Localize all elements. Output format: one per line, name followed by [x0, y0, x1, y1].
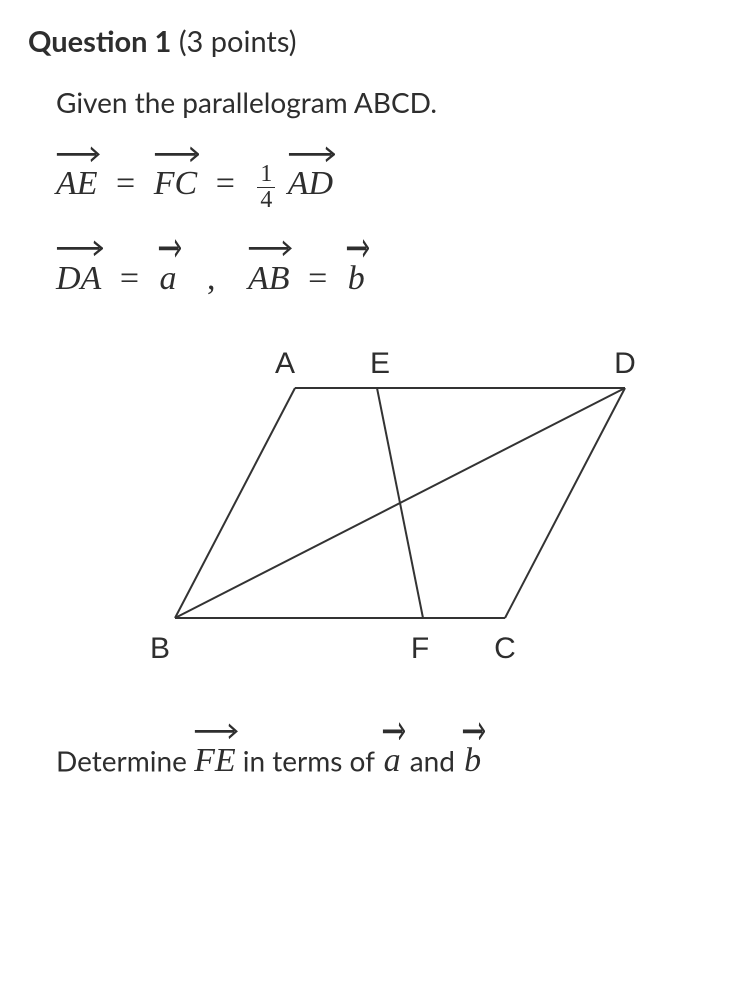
- task-line: Determine FE in terms of a and b: [56, 722, 714, 780]
- vec-label: FC: [154, 165, 197, 202]
- separator-comma: ,: [207, 260, 216, 297]
- equals-sign: =: [308, 260, 327, 297]
- diagram-label-A: A: [275, 347, 295, 380]
- equals-sign: =: [120, 260, 139, 297]
- equation-1: AE = FC = 1 4 AD: [56, 145, 714, 213]
- vec-label: FE: [194, 742, 236, 779]
- equation-2: DA = a , AB = b: [56, 239, 714, 297]
- diagram-label-C: C: [494, 632, 516, 665]
- vec-label: AD: [288, 165, 333, 202]
- task-mid: in terms of: [243, 743, 382, 777]
- vector-AD: AD: [288, 145, 333, 203]
- vec-label: a: [384, 742, 401, 779]
- vector-DA: DA: [56, 239, 101, 297]
- question-points: (3 points): [171, 24, 296, 59]
- task-pre: Determine: [56, 743, 194, 777]
- vec-label: DA: [56, 260, 101, 297]
- question-number: Question 1: [28, 24, 171, 59]
- numerator: 1: [257, 163, 275, 189]
- equals-sign: =: [116, 165, 135, 202]
- vec-label: b: [464, 742, 481, 779]
- vector-AE: AE: [56, 145, 98, 203]
- vector-a: a: [158, 239, 179, 297]
- vec-label: AE: [56, 165, 98, 202]
- vec-label: b: [348, 260, 365, 297]
- vector-b: b: [462, 722, 483, 780]
- diagram-label-E: E: [370, 347, 390, 380]
- equals-sign: =: [216, 165, 235, 202]
- fraction-1-4: 1 4: [257, 163, 275, 214]
- task-and: and: [410, 743, 462, 777]
- vec-label: a: [160, 260, 177, 297]
- vector-a: a: [382, 722, 403, 780]
- denominator: 4: [257, 188, 275, 213]
- diagram-label-F: F: [411, 632, 429, 665]
- parallelogram-diagram: A B C D E F: [105, 328, 665, 688]
- vector-FC: FC: [154, 145, 197, 203]
- diagram-label-B: B: [150, 632, 170, 665]
- vector-FE: FE: [194, 722, 236, 780]
- vec-label: AB: [248, 260, 290, 297]
- vector-b: b: [346, 239, 367, 297]
- prompt-text: Given the parallelogram ABCD.: [56, 85, 714, 119]
- diagram-label-D: D: [614, 347, 636, 380]
- vector-AB: AB: [248, 239, 290, 297]
